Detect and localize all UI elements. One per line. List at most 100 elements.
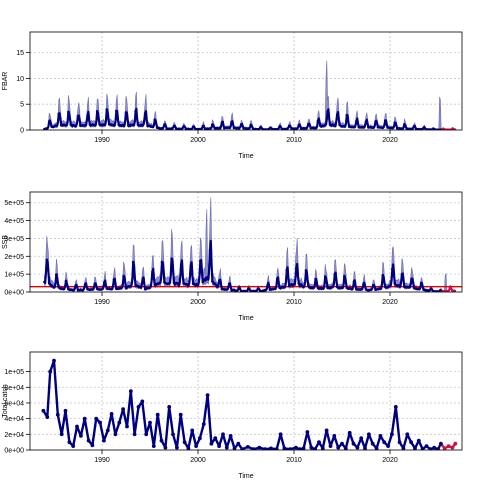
data-point [194, 284, 197, 287]
data-point [304, 127, 308, 130]
data-point [285, 127, 289, 130]
data-point [314, 126, 317, 130]
data-point [190, 428, 195, 433]
data-point [305, 430, 310, 434]
data-point [179, 263, 183, 267]
data-point [338, 123, 341, 127]
data-point [170, 127, 173, 130]
data-point [393, 282, 397, 285]
data-point [345, 286, 349, 290]
data-point [182, 125, 185, 128]
data-point [45, 415, 50, 419]
data-point [436, 447, 440, 450]
data-point [374, 288, 377, 292]
y-tick-label: 1e+05 [4, 272, 24, 279]
data-point [371, 126, 375, 129]
data-point [235, 289, 238, 292]
data-point [328, 444, 333, 448]
data-point [307, 122, 310, 126]
y-tick-label: 0e+00 [4, 448, 24, 455]
data-point [100, 287, 104, 291]
data-point [206, 127, 209, 130]
data-point [295, 266, 298, 270]
data-point [55, 124, 58, 128]
forecast-point [450, 445, 455, 450]
data-point [331, 285, 334, 289]
data-point [403, 123, 406, 126]
data-point [311, 286, 315, 290]
data-point [282, 446, 287, 450]
data-point [321, 124, 325, 127]
data-point [67, 287, 70, 291]
data-point [370, 441, 375, 446]
data-point [113, 432, 118, 437]
data-point [155, 282, 159, 286]
forecast-point [443, 128, 447, 130]
data-point [134, 110, 137, 113]
data-point [371, 284, 375, 287]
data-point [50, 284, 53, 287]
data-point [247, 287, 250, 290]
data-point [290, 283, 293, 286]
data-point [436, 290, 440, 292]
data-point [287, 284, 291, 288]
y-axis-title: Total catch [2, 384, 9, 418]
forecast-point [446, 444, 451, 448]
data-point [278, 286, 281, 289]
data-point [179, 127, 183, 130]
data-point [280, 286, 284, 289]
data-point [268, 126, 272, 130]
data-point [117, 420, 122, 425]
y-tick-label: 6e+04 [4, 400, 24, 407]
forecast-point [453, 441, 458, 446]
x-tick-label: 1990 [94, 457, 110, 464]
data-point [76, 288, 80, 292]
data-point [333, 272, 337, 276]
data-point [158, 127, 161, 130]
data-point [129, 284, 133, 288]
data-point [71, 123, 75, 127]
data-point [74, 284, 77, 288]
plot-frame [29, 191, 463, 293]
data-point [55, 273, 58, 276]
data-point [158, 281, 161, 285]
data-point [369, 288, 373, 292]
data-point [415, 287, 418, 290]
data-point [124, 111, 128, 114]
data-point [398, 127, 401, 130]
data-point [393, 121, 397, 124]
data-point [347, 125, 351, 128]
data-point [359, 288, 363, 291]
data-point [427, 128, 430, 130]
data-point [139, 124, 142, 127]
data-point [434, 290, 437, 292]
x-tick-label: 2020 [382, 299, 398, 306]
data-point [83, 124, 87, 127]
data-point [319, 286, 322, 290]
data-point [362, 282, 365, 286]
data-point [125, 424, 129, 429]
data-point [357, 125, 361, 129]
y-tick-label: 5 [20, 102, 24, 109]
data-point [119, 124, 123, 127]
data-point [159, 438, 164, 443]
data-point [251, 127, 255, 130]
data-point [175, 127, 178, 130]
data-point [43, 280, 46, 284]
data-point [63, 408, 68, 413]
data-point [297, 123, 301, 127]
data-point [136, 405, 141, 409]
data-point [81, 124, 85, 127]
data-point [50, 125, 53, 128]
data-point [335, 113, 339, 117]
data-point [131, 260, 135, 264]
data-point [127, 285, 130, 288]
data-point [381, 273, 385, 277]
data-point [254, 127, 257, 130]
data-point [107, 123, 111, 126]
data-point [369, 125, 373, 129]
data-point [52, 285, 56, 289]
data-point [178, 412, 183, 417]
data-point [275, 127, 279, 130]
